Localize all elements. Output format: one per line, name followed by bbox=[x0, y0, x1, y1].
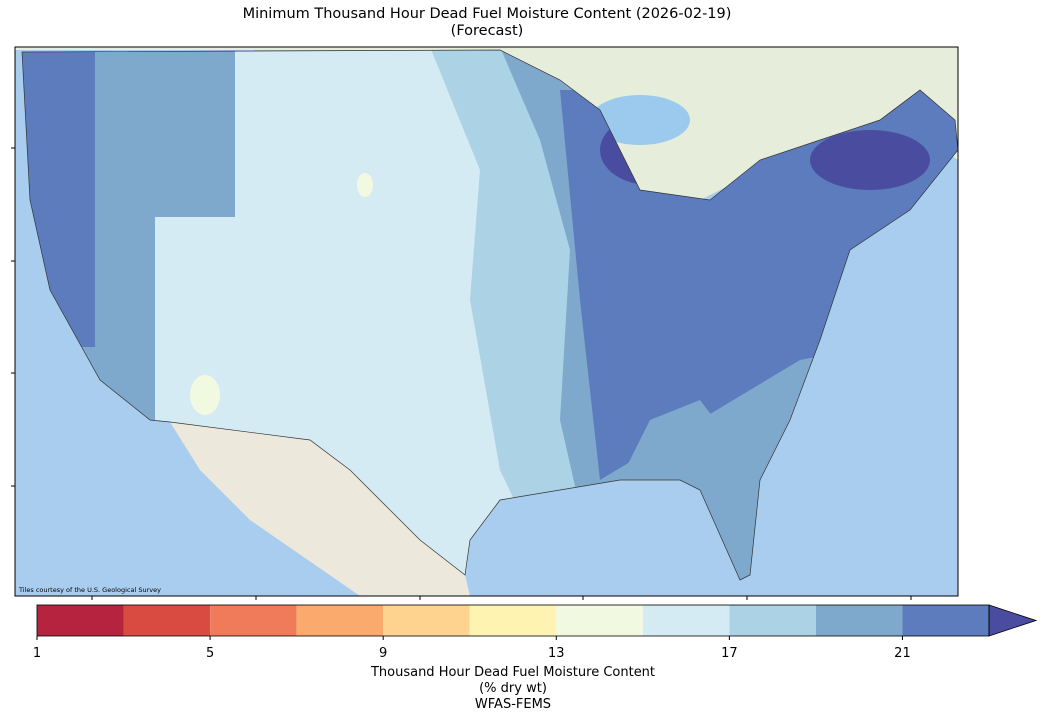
colorbar-bin bbox=[815, 605, 903, 636]
colorbar-bin bbox=[556, 605, 643, 636]
colorbar-bin bbox=[729, 605, 816, 636]
colorbar-bin bbox=[902, 605, 989, 636]
us-border bbox=[21, 49, 958, 581]
colorbar-bin bbox=[642, 605, 730, 636]
colorbar-bin bbox=[37, 605, 124, 636]
colorbar-label: (% dry wt) bbox=[479, 681, 547, 696]
colorbar-bin bbox=[296, 605, 384, 636]
colorbar-label: WFAS-FEMS bbox=[475, 697, 551, 712]
colorbar-bin bbox=[469, 605, 557, 636]
mexico bbox=[170, 422, 470, 596]
colorbar-tick-label: 5 bbox=[206, 646, 214, 661]
title: Minimum Thousand Hour Dead Fuel Moisture… bbox=[243, 6, 732, 22]
colorbar: 1 5 9 13 17 21 Thousand Hour Dead Fuel Moistur… bbox=[33, 604, 1038, 712]
attribution: Tiles courtesy of the U.S. Geological Su… bbox=[18, 586, 161, 594]
map-frame bbox=[14, 46, 959, 597]
canada bbox=[15, 47, 958, 200]
colorbar-bin bbox=[123, 605, 211, 636]
colorbar-tick-label: 17 bbox=[721, 646, 738, 661]
colorbar-extend bbox=[988, 604, 1038, 637]
colorbar-frame bbox=[36, 604, 990, 637]
axis-ticks bbox=[11, 147, 912, 600]
colorbar-tick-label: 1 bbox=[33, 646, 41, 661]
great-lakes bbox=[590, 95, 690, 145]
colorbar-bin bbox=[210, 605, 297, 636]
colorbar-label: Thousand Hour Dead Fuel Moisture Content bbox=[370, 665, 655, 680]
colorbar-tick-label: 9 bbox=[379, 646, 387, 661]
colorbar-tick-label: 13 bbox=[548, 646, 565, 661]
map bbox=[15, 47, 958, 596]
subtitle: (Forecast) bbox=[451, 23, 524, 39]
colorbar-bin bbox=[383, 605, 470, 636]
colorbar-tick-label: 21 bbox=[894, 646, 911, 661]
